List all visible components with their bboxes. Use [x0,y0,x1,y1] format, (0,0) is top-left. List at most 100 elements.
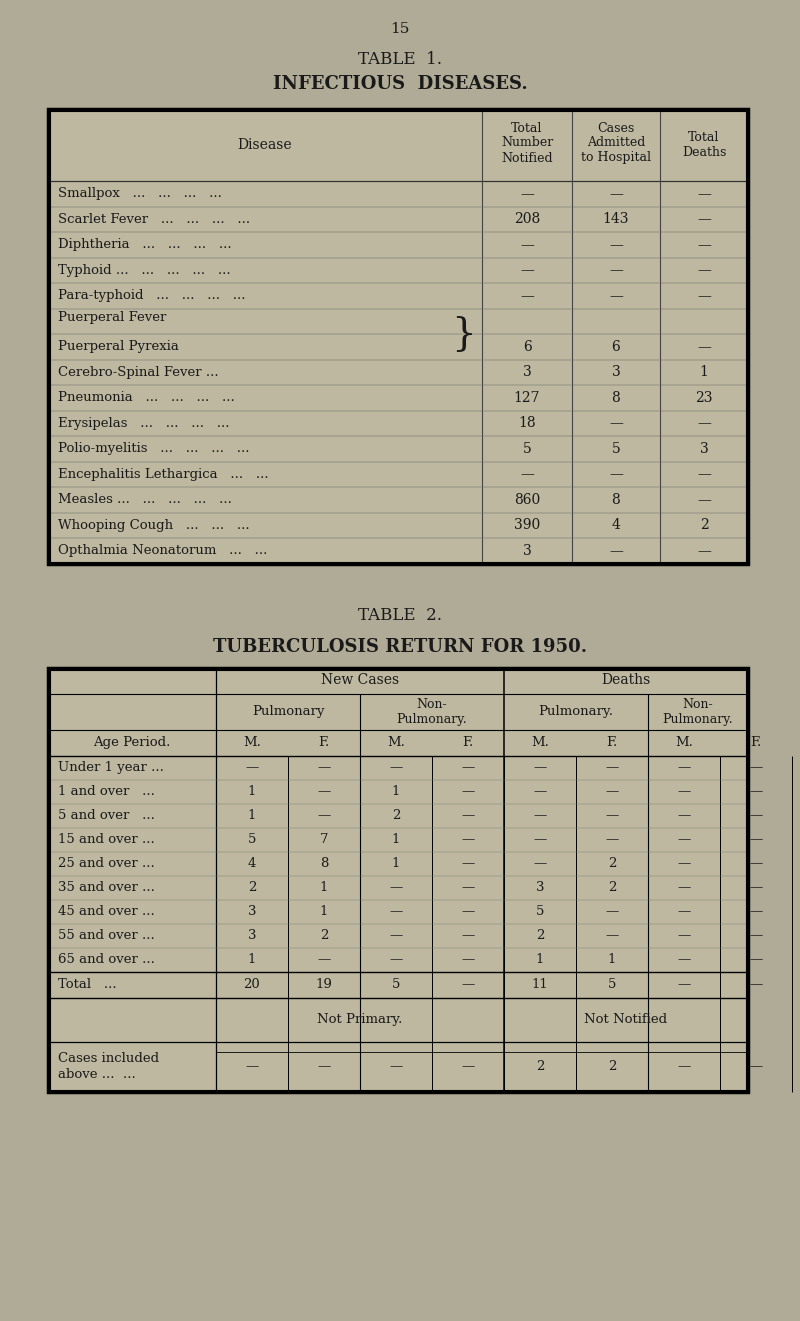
Text: —: — [462,978,474,991]
Text: Non-
Pulmonary.: Non- Pulmonary. [662,697,734,725]
Text: —: — [246,1059,258,1073]
Text: —: — [678,881,690,894]
Text: —: — [520,238,534,252]
Text: —: — [678,785,690,798]
Text: 5: 5 [608,978,616,991]
Text: M.: M. [387,736,405,749]
Text: 5: 5 [392,978,400,991]
Text: Cerebro-Spinal Fever ...: Cerebro-Spinal Fever ... [58,366,218,379]
Text: —: — [750,978,762,991]
Text: 20: 20 [244,978,260,991]
Text: —: — [606,834,618,845]
Text: 4: 4 [611,518,621,532]
Text: TUBERCULOSIS RETURN FOR 1950.: TUBERCULOSIS RETURN FOR 1950. [213,638,587,657]
Text: —: — [678,929,690,942]
Text: 23: 23 [695,391,713,404]
Text: 2: 2 [320,929,328,942]
Bar [50,111,746,561]
Text: —: — [318,952,330,966]
Text: —: — [462,761,474,774]
Text: —: — [390,952,402,966]
Text: —: — [697,493,711,507]
Text: INFECTIOUS  DISEASES.: INFECTIOUS DISEASES. [273,75,527,92]
Text: —: — [750,952,762,966]
Text: Pulmonary.: Pulmonary. [538,705,614,719]
Text: —: — [390,905,402,918]
Text: 55 and over ...: 55 and over ... [58,929,154,942]
Text: —: — [697,263,711,277]
Text: Encephalitis Lethargica   ...   ...: Encephalitis Lethargica ... ... [58,468,269,481]
Text: —: — [390,761,402,774]
Text: 5: 5 [522,441,531,456]
Text: —: — [534,834,546,845]
Text: 8: 8 [612,493,620,507]
Text: Deaths: Deaths [602,674,650,687]
Text: M.: M. [675,736,693,749]
Text: —: — [462,929,474,942]
Text: 3: 3 [248,929,256,942]
Text: 390: 390 [514,518,540,532]
Text: 6: 6 [612,339,620,354]
Text: 1: 1 [699,365,709,379]
Text: —: — [606,929,618,942]
Text: —: — [390,929,402,942]
Text: 127: 127 [514,391,540,404]
Text: —: — [462,785,474,798]
Text: Cases included
above ...  ...: Cases included above ... ... [58,1053,159,1081]
Text: Not Primary.: Not Primary. [318,1013,402,1026]
Text: —: — [678,808,690,822]
Text: 5: 5 [536,905,544,918]
Text: —: — [750,785,762,798]
Text: —: — [697,289,711,303]
Text: —: — [609,416,623,431]
Text: —: — [609,186,623,201]
Text: Pneumonia   ...   ...   ...   ...: Pneumonia ... ... ... ... [58,391,234,404]
Text: 3: 3 [612,365,620,379]
Text: 2: 2 [700,518,708,532]
Text: 3: 3 [522,365,531,379]
Text: —: — [750,881,762,894]
Text: —: — [534,857,546,871]
Text: —: — [750,761,762,774]
Text: 2: 2 [248,881,256,894]
Text: 2: 2 [608,1059,616,1073]
Text: —: — [697,213,711,226]
Text: 5: 5 [612,441,620,456]
Text: 2: 2 [536,1059,544,1073]
Text: 5 and over   ...: 5 and over ... [58,808,155,822]
Text: 3: 3 [248,905,256,918]
Text: —: — [520,186,534,201]
Text: —: — [609,544,623,557]
Text: —: — [318,1059,330,1073]
Text: Whooping Cough   ...   ...   ...: Whooping Cough ... ... ... [58,519,250,532]
Text: —: — [697,339,711,354]
Text: —: — [609,468,623,481]
Text: —: — [678,857,690,871]
Text: Typhoid ...   ...   ...   ...   ...: Typhoid ... ... ... ... ... [58,264,230,277]
Text: —: — [609,238,623,252]
Text: —: — [678,1059,690,1073]
Text: Under 1 year ...: Under 1 year ... [58,761,164,774]
Text: 1: 1 [320,881,328,894]
Text: —: — [520,468,534,481]
Bar [48,667,748,1091]
Text: 2: 2 [608,881,616,894]
Text: Para-typhoid   ...   ...   ...   ...: Para-typhoid ... ... ... ... [58,289,246,303]
Text: Measles ...   ...   ...   ...   ...: Measles ... ... ... ... ... [58,493,232,506]
Text: 25 and over ...: 25 and over ... [58,857,154,871]
Text: —: — [697,238,711,252]
Text: Pulmonary: Pulmonary [252,705,324,719]
Text: —: — [697,416,711,431]
Text: Opthalmia Neonatorum   ...   ...: Opthalmia Neonatorum ... ... [58,544,267,557]
Text: —: — [750,905,762,918]
Text: Scarlet Fever   ...   ...   ...   ...: Scarlet Fever ... ... ... ... [58,213,250,226]
Text: —: — [750,857,762,871]
Text: —: — [609,289,623,303]
Text: —: — [678,761,690,774]
Text: 1: 1 [392,857,400,871]
Text: —: — [678,978,690,991]
Text: —: — [390,1059,402,1073]
Text: 2: 2 [392,808,400,822]
Text: 1 and over   ...: 1 and over ... [58,785,155,798]
Text: 6: 6 [522,339,531,354]
